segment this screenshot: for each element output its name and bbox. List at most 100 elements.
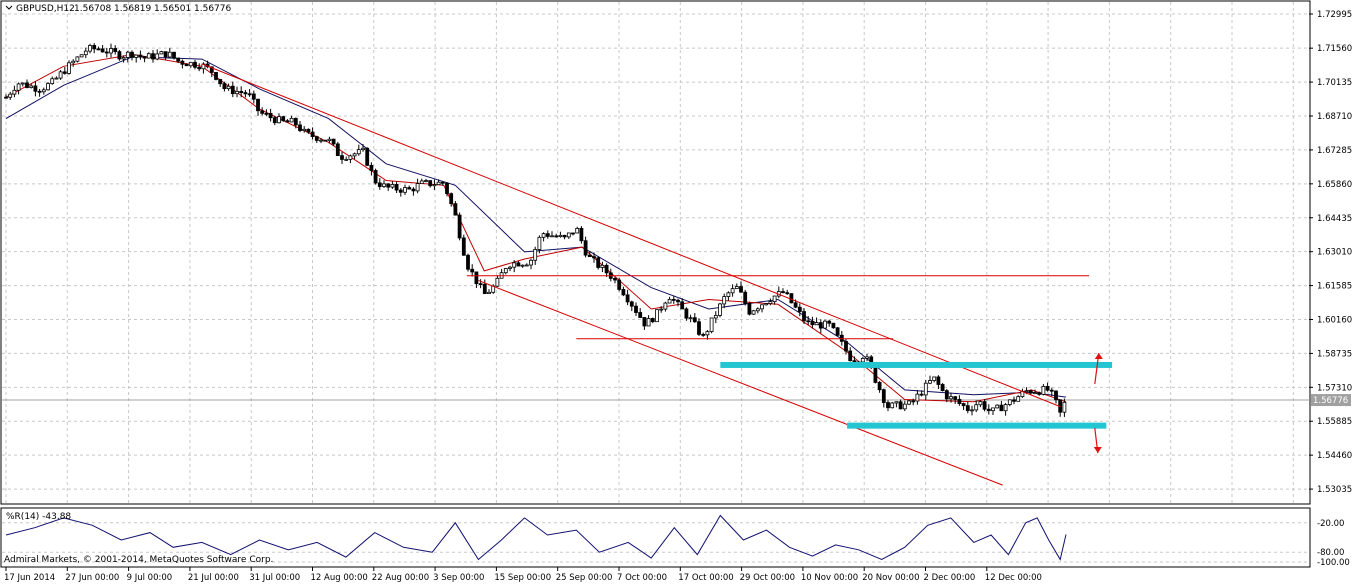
- candle-body: [29, 85, 34, 88]
- time-axis: 17 Jun 2014 27 Jun 00:00 9 Jul 00:00 21 Jul…: [4, 567, 1042, 583]
- time-tick-label: 29 Oct 00:00: [740, 573, 795, 583]
- time-tick-label: 9 Jul 00:00: [127, 573, 173, 583]
- candle-body: [508, 266, 512, 269]
- candle-body: [440, 181, 445, 184]
- candle-body: [285, 120, 290, 123]
- candle-body: [911, 400, 916, 403]
- candle-body: [172, 51, 176, 59]
- price-tick-label: 1.61585: [1317, 282, 1352, 292]
- candle-body: [739, 286, 743, 293]
- candle-body: [218, 79, 223, 85]
- support-resistance-zone: [847, 422, 1107, 429]
- candle-body: [537, 236, 542, 250]
- price-tick-label: 1.60160: [1317, 315, 1352, 325]
- candle-body: [419, 180, 424, 185]
- candle-body: [8, 93, 13, 98]
- breakout-arrow-head: [1094, 353, 1103, 360]
- ohlc-close: 1.56776: [194, 4, 231, 14]
- candle-body: [881, 389, 886, 403]
- candle-body: [600, 264, 605, 268]
- candle-body: [965, 405, 970, 411]
- chart-header: GBPUSD,H12 1.56708 1.56819 1.56501 1.567…: [4, 2, 231, 14]
- candle-body: [886, 402, 890, 409]
- candle-body: [848, 350, 853, 362]
- candle-body: [33, 85, 38, 92]
- candle-body: [256, 98, 260, 112]
- candle-body: [524, 264, 529, 267]
- candle-body: [907, 400, 911, 405]
- candle-body: [638, 312, 643, 318]
- time-tick-label: 25 Sep 00:00: [556, 573, 613, 583]
- candle-body: [134, 54, 139, 58]
- candle-body: [1045, 385, 1050, 391]
- candle-body: [999, 404, 1004, 412]
- candle-body: [230, 85, 235, 95]
- candle-body: [898, 401, 903, 410]
- candle-body: [663, 302, 668, 310]
- candle-body: [827, 320, 832, 324]
- candle-body: [730, 288, 735, 294]
- price-tick-label: 1.71560: [1317, 44, 1352, 54]
- candle-body: [558, 234, 563, 238]
- candle-body: [1028, 390, 1033, 394]
- candle-body: [167, 51, 172, 58]
- candle-body: [860, 357, 865, 363]
- candle-body: [503, 268, 508, 274]
- candle-body: [919, 393, 924, 396]
- candle-body: [550, 235, 554, 238]
- collapse-icon[interactable]: [4, 2, 14, 13]
- trendline: [201, 63, 1061, 408]
- copyright-text: Admiral Markets, © 2001-2014, MetaQuotes…: [4, 555, 273, 565]
- candle-body: [562, 234, 567, 238]
- candle-body: [659, 308, 664, 311]
- candle-body: [709, 317, 714, 333]
- candle-body: [974, 404, 979, 411]
- candle-body: [281, 116, 286, 122]
- candle-body: [676, 299, 680, 303]
- candle-body: [743, 291, 748, 304]
- candle-body: [747, 303, 752, 315]
- main-chart-panel[interactable]: 1.72995 1.71560 1.70135 1.68710 1.67285 1.658…: [0, 0, 1352, 505]
- candle-body: [373, 170, 378, 184]
- candle-body: [398, 189, 403, 193]
- candle-body: [306, 128, 311, 133]
- candle-body: [180, 60, 185, 65]
- time-tick-label: 10 Nov 00:00: [801, 573, 858, 583]
- candle-body: [545, 233, 550, 237]
- candle-body: [474, 271, 479, 285]
- candle-body: [802, 311, 806, 322]
- candle-body: [453, 203, 458, 216]
- williams-r-line: [5, 514, 1067, 561]
- candle-body: [797, 306, 802, 312]
- candle-body: [944, 390, 949, 400]
- candle-body: [243, 92, 248, 95]
- candle-body: [629, 301, 634, 307]
- candle-body: [251, 93, 256, 100]
- candle-body: [482, 283, 487, 295]
- candle-body: [583, 240, 588, 256]
- candle-body: [83, 50, 88, 56]
- candle-body: [247, 93, 252, 96]
- candle-body: [835, 327, 840, 336]
- candle-body: [1007, 399, 1012, 405]
- candle-body: [613, 277, 617, 281]
- candle-body: [894, 401, 899, 404]
- candle-body: [352, 153, 357, 157]
- price-tag-box: [1311, 394, 1351, 407]
- candle-body: [793, 302, 798, 308]
- candle-body: [138, 54, 143, 58]
- candle-body: [331, 138, 336, 145]
- candle-body: [512, 262, 517, 268]
- candle-body: [764, 303, 769, 306]
- drawings[interactable]: [201, 63, 1113, 486]
- candle-body: [142, 56, 147, 59]
- candle-body: [377, 182, 382, 187]
- time-tick-label: 22 Aug 00:00: [372, 573, 429, 583]
- price-tag-text: 1.56776: [1313, 396, 1348, 406]
- indicator-panel[interactable]: -20.00 -80.00-100.00 %R(14) -43.88 Admira…: [0, 507, 1350, 568]
- main-plot-frame: [0, 0, 1311, 505]
- candle-body: [684, 308, 689, 319]
- candle-body: [701, 334, 706, 336]
- candle-body: [382, 183, 386, 187]
